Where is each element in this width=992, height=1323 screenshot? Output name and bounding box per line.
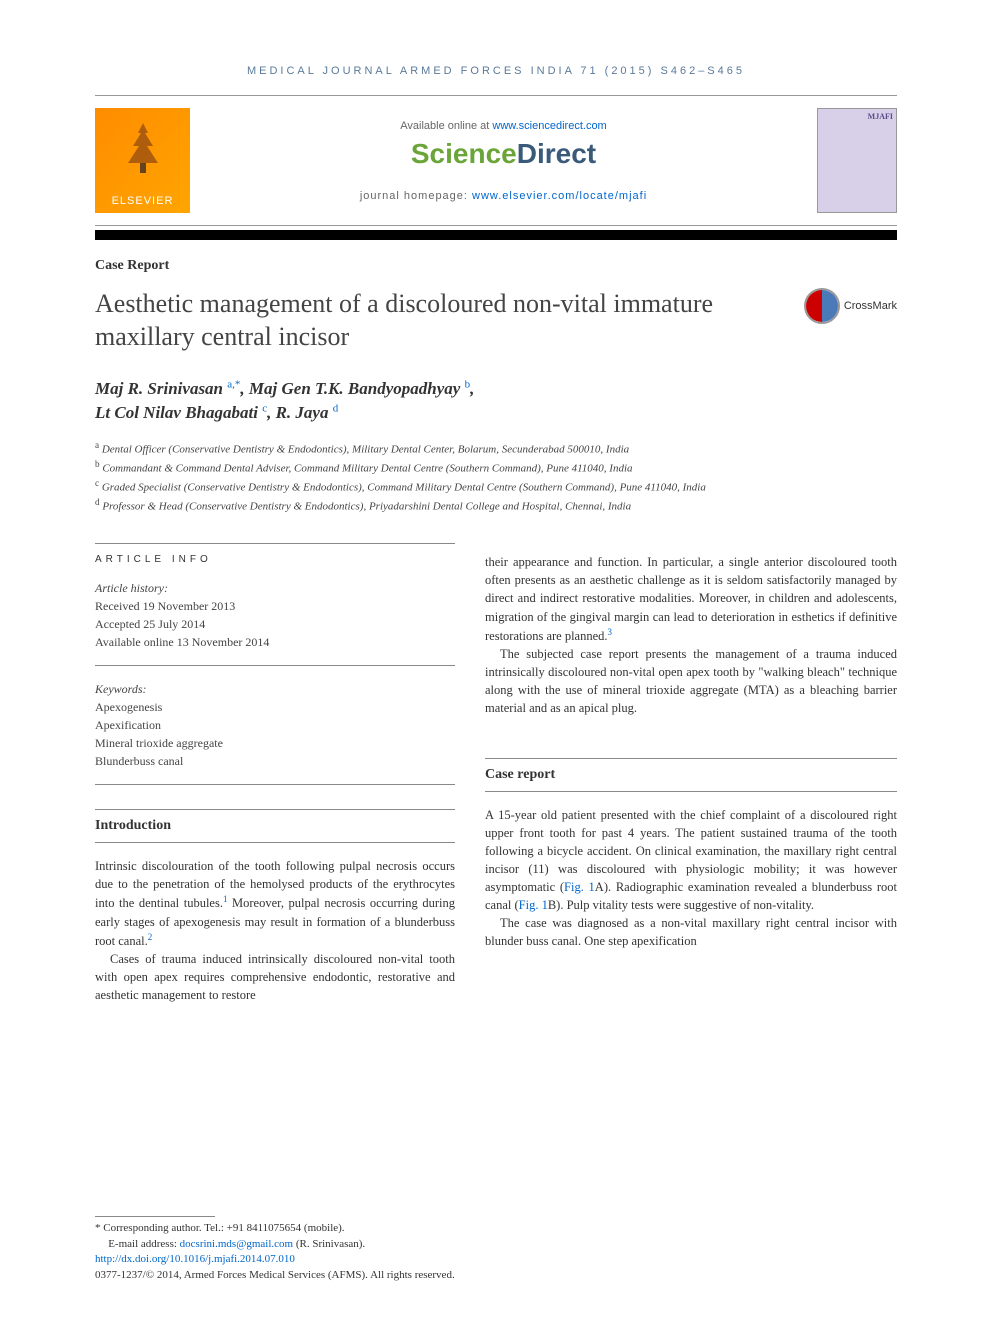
case-report-body: A 15-year old patient presented with the… bbox=[485, 806, 897, 951]
authors-list: Maj R. Srinivasan a,*, Maj Gen T.K. Band… bbox=[95, 377, 897, 425]
affiliations: a Dental Officer (Conservative Dentistry… bbox=[95, 439, 897, 516]
crossmark-label: CrossMark bbox=[844, 300, 897, 312]
introduction-body: Intrinsic discolouration of the tooth fo… bbox=[95, 857, 455, 1004]
accepted-date: Accepted 25 July 2014 bbox=[95, 615, 455, 633]
elsevier-label: ELSEVIER bbox=[112, 195, 174, 207]
history-label: Article history: bbox=[95, 579, 455, 597]
footer-rule bbox=[95, 1216, 215, 1217]
article-title: Aesthetic management of a discoloured no… bbox=[95, 288, 784, 353]
homepage-link[interactable]: www.elsevier.com/locate/mjafi bbox=[472, 190, 647, 202]
homepage-prefix: journal homepage: bbox=[360, 190, 472, 202]
keywords-block: Keywords: Apexogenesis Apexification Min… bbox=[95, 680, 455, 785]
black-separator-bar bbox=[95, 230, 897, 240]
abstract-p1: their appearance and function. In partic… bbox=[485, 555, 897, 643]
keyword: Mineral trioxide aggregate bbox=[95, 734, 455, 752]
intro-p2: Cases of trauma induced intrinsically di… bbox=[95, 950, 455, 1004]
elsevier-tree-icon bbox=[113, 118, 173, 178]
crossmark-badge[interactable]: CrossMark bbox=[804, 288, 897, 324]
ref-2[interactable]: 2 bbox=[148, 932, 153, 942]
journal-cover-title: MJAFI bbox=[821, 112, 893, 121]
article-type: Case Report bbox=[95, 258, 897, 274]
case-p2: The case was diagnosed as a non-vital ma… bbox=[485, 914, 897, 950]
sciencedirect-logo: ScienceDirect bbox=[190, 138, 817, 170]
keywords-label: Keywords: bbox=[95, 680, 455, 698]
available-online: Available online at www.sciencedirect.co… bbox=[190, 120, 817, 132]
running-head: MEDICAL JOURNAL ARMED FORCES INDIA 71 (2… bbox=[95, 65, 897, 77]
copyright: 0377-1237/© 2014, Armed Forces Medical S… bbox=[95, 1268, 897, 1283]
keyword: Apexification bbox=[95, 716, 455, 734]
email-label: E-mail address: bbox=[108, 1238, 179, 1250]
journal-cover-thumbnail: MJAFI bbox=[817, 108, 897, 213]
sciencedirect-url[interactable]: www.sciencedirect.com bbox=[492, 120, 606, 132]
email-suffix: (R. Srinivasan). bbox=[293, 1238, 365, 1250]
fig-1-link[interactable]: Fig. 1 bbox=[519, 898, 548, 912]
corresponding-author: * Corresponding author. Tel.: +91 841107… bbox=[95, 1221, 897, 1236]
introduction-heading: Introduction bbox=[95, 809, 455, 843]
journal-homepage: journal homepage: www.elsevier.com/locat… bbox=[190, 190, 817, 202]
journal-header: ELSEVIER Available online at www.science… bbox=[95, 95, 897, 226]
article-history: Article history: Received 19 November 20… bbox=[95, 579, 455, 666]
received-date: Received 19 November 2013 bbox=[95, 597, 455, 615]
abstract-continuation: their appearance and function. In partic… bbox=[485, 553, 897, 717]
author-email[interactable]: docsrini.mds@gmail.com bbox=[180, 1238, 293, 1250]
article-info-header: ARTICLE INFO bbox=[95, 543, 455, 565]
ref-3[interactable]: 3 bbox=[608, 627, 613, 637]
keyword: Blunderbuss canal bbox=[95, 752, 455, 770]
keyword: Apexogenesis bbox=[95, 698, 455, 716]
case-report-heading: Case report bbox=[485, 758, 897, 792]
title-row: Aesthetic management of a discoloured no… bbox=[95, 288, 897, 377]
fig-1-link[interactable]: Fig. 1 bbox=[564, 880, 595, 894]
sd-science: Science bbox=[411, 138, 517, 169]
footer: * Corresponding author. Tel.: +91 841107… bbox=[95, 1216, 897, 1283]
online-date: Available online 13 November 2014 bbox=[95, 633, 455, 651]
left-column: ARTICLE INFO Article history: Received 1… bbox=[95, 543, 455, 1004]
sd-direct: Direct bbox=[517, 138, 596, 169]
email-line: E-mail address: docsrini.mds@gmail.com (… bbox=[95, 1237, 897, 1252]
crossmark-icon bbox=[804, 288, 840, 324]
abstract-p2: The subjected case report presents the m… bbox=[485, 645, 897, 718]
two-column-layout: ARTICLE INFO Article history: Received 1… bbox=[95, 543, 897, 1004]
doi-link[interactable]: http://dx.doi.org/10.1016/j.mjafi.2014.0… bbox=[95, 1252, 897, 1267]
case-p1c: B). Pulp vitality tests were suggestive … bbox=[548, 898, 814, 912]
right-column: their appearance and function. In partic… bbox=[485, 543, 897, 1004]
elsevier-logo: ELSEVIER bbox=[95, 108, 190, 213]
header-center: Available online at www.sciencedirect.co… bbox=[190, 120, 817, 202]
available-prefix: Available online at bbox=[400, 120, 492, 132]
